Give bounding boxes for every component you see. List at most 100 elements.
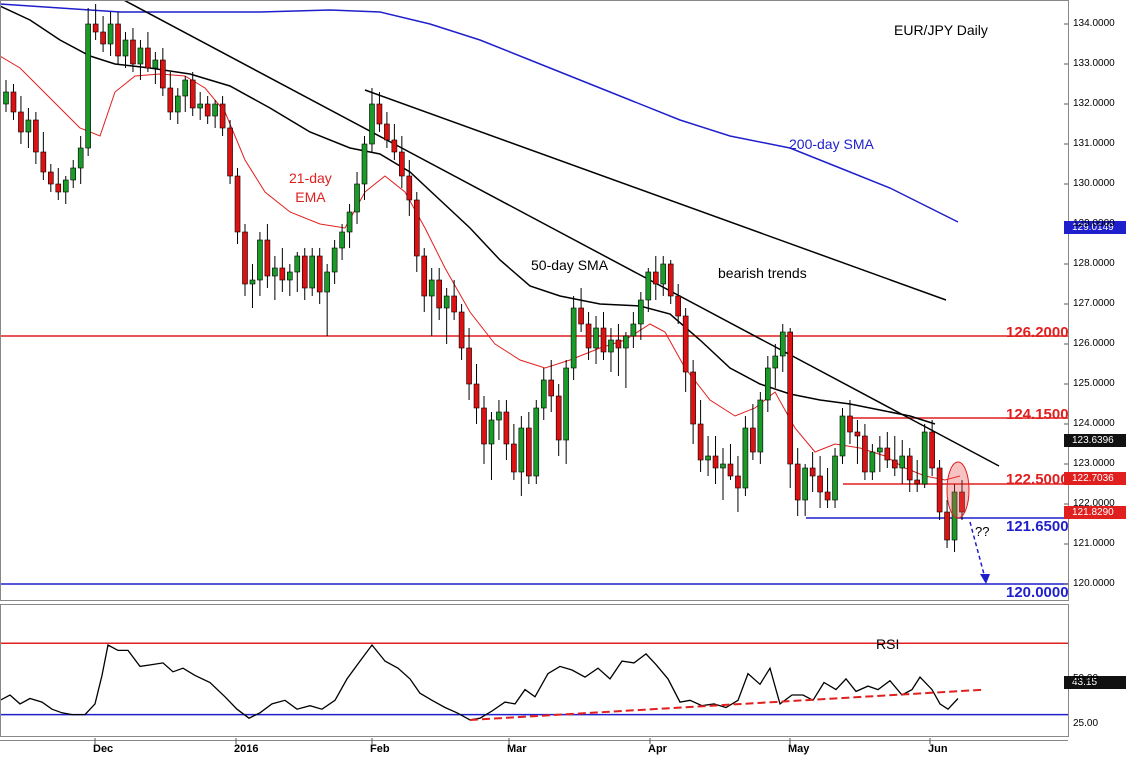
candle-body [936,467,943,513]
candle-body [33,119,39,153]
y-tick-label: 124.0000 [1073,418,1115,429]
candle-body [765,367,771,401]
candle-body [294,255,301,273]
candle-body [107,23,114,45]
breakout-highlight [946,461,970,519]
price-tag-sma200: 129.0149 [1064,221,1126,234]
candle-body [189,79,196,109]
y-tick-label: 128.0000 [1073,258,1115,269]
candle-body [346,211,353,233]
rsi-trendline [469,688,986,721]
candle-body [839,415,846,457]
projection-arrow-line [969,521,986,579]
price-tag-ema21: 122.7036 [1064,472,1126,485]
y-tick-label: 120.0000 [1073,578,1115,589]
candle-body [458,311,465,349]
y-tick-label: 130.0000 [1073,178,1115,189]
candle-body [70,167,77,181]
candle-body [287,271,293,281]
bearish-trendline [122,0,1000,467]
rsi-panel-border [0,604,1069,737]
candle-body [369,103,375,145]
y-tick-label: 123.0000 [1073,458,1115,469]
candle-body [413,199,420,257]
y-tick-label: 133.0000 [1073,58,1115,69]
candle-body [316,255,323,293]
y-tick-label: 129.0000 [1073,218,1115,229]
price-tag-sma50: 123.6396 [1064,434,1126,447]
candle-body [578,307,584,325]
rsi-tick-label: 25.00 [1073,717,1099,729]
candle-body [660,263,667,285]
question-marks: ?? [975,524,990,539]
candle-body [264,239,271,277]
candle-body [503,411,510,445]
candle-body [77,147,84,169]
candle-body [145,47,151,69]
candle-body [914,479,920,485]
candle-body [488,419,495,445]
x-tick-label: Mar [507,743,527,755]
candle-body [3,91,9,105]
candle-body [712,455,719,469]
candle-body [779,331,786,357]
candle-body [92,23,99,33]
candle-body [533,407,540,477]
candle-body [100,31,106,45]
candle-body [608,339,614,353]
candle-body [249,279,256,285]
chart-title: EUR/JPY Daily [894,22,988,38]
projection-arrow-head [980,574,990,584]
candle-body [272,267,278,277]
candle-body [85,23,91,149]
candle-body [137,47,144,65]
candle-body [443,295,450,309]
candle-body [959,491,965,513]
ema21-label-line1: 21-day [289,170,332,186]
candle-body [623,335,629,349]
candle-body [25,119,32,133]
candle-body [884,447,891,461]
y-tick-label: 125.0000 [1073,378,1115,389]
candle-body [772,355,779,369]
candle-body [794,463,801,501]
candle-body [167,87,174,113]
candle-body [585,323,592,349]
candle-body [742,427,749,489]
candle-body [675,295,681,317]
y-tick-label: 122.0000 [1073,498,1115,509]
candle-body [563,367,569,441]
price-panel-border [0,0,1069,601]
candle-body [817,475,823,493]
candle-body [600,327,607,353]
candle-body [48,171,54,185]
candle-body [406,175,413,201]
candle-body [354,183,360,213]
x-tick-label: Jun [928,743,948,755]
candle-body [376,103,383,125]
candle-body [847,415,853,433]
y-tick-label: 132.0000 [1073,98,1115,109]
candle-body [18,111,24,133]
candle-body [384,123,390,141]
candle-body [122,39,129,57]
x-tick-label: Dec [93,743,114,755]
y-tick-label: 127.0000 [1073,298,1115,309]
candle-body [802,467,808,501]
sma50-label: 50-day SMA [531,257,609,273]
candle-body [391,139,398,153]
candle-body [324,271,330,293]
candle-body [750,427,756,453]
candle-body [682,315,689,373]
candle-body [212,103,218,117]
candle-body [832,455,838,501]
candle-body [690,371,696,425]
candle-body [548,379,555,397]
x-tick-label: Feb [370,743,390,755]
candle-body [645,271,652,301]
candle-body [10,91,17,113]
price-tag-rsi: 43.15 [1064,676,1126,689]
y-tick-label: 126.0000 [1073,338,1115,349]
candle-body [496,411,502,421]
candle-body [40,151,47,173]
